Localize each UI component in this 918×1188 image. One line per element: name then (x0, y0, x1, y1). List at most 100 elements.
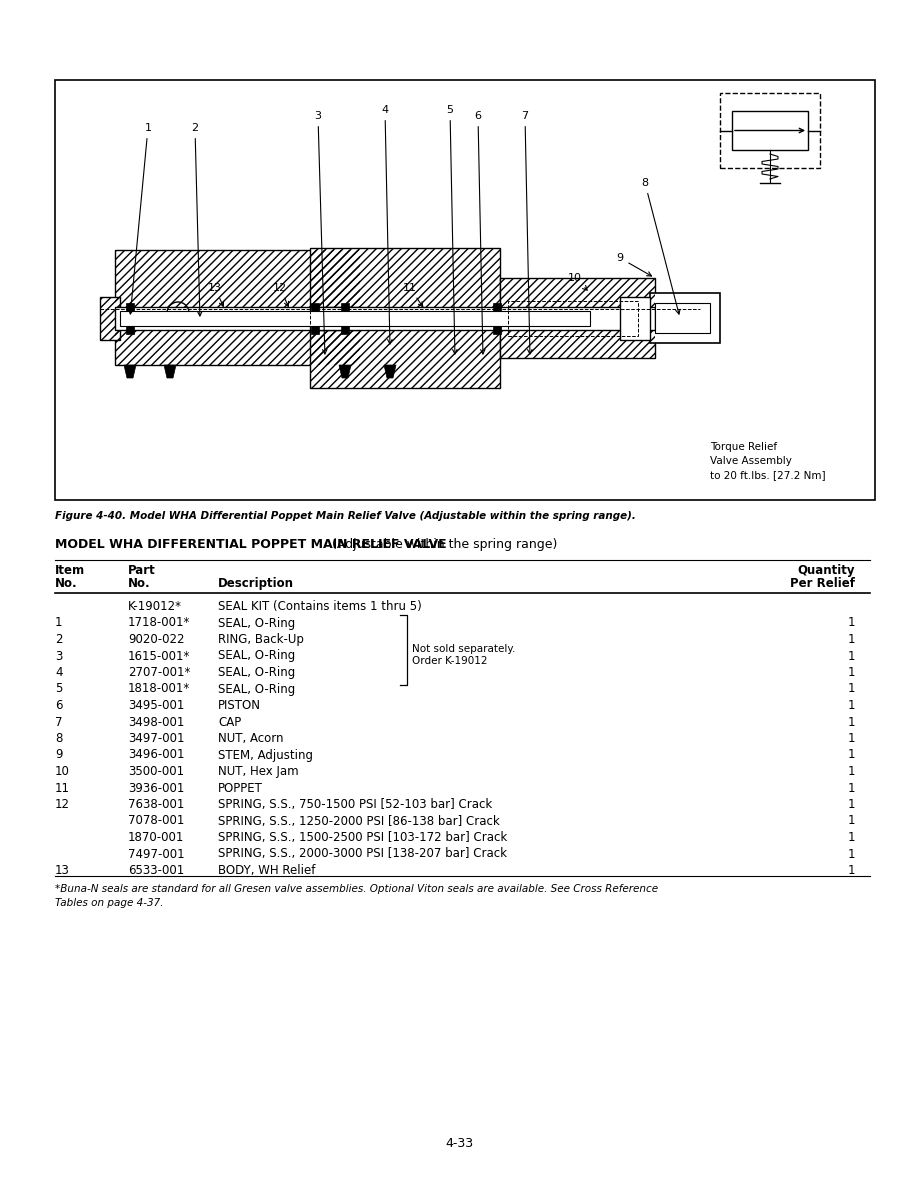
Text: SEAL KIT (Contains items 1 thru 5): SEAL KIT (Contains items 1 thru 5) (218, 600, 421, 613)
Text: 7: 7 (55, 715, 62, 728)
Bar (115, 307, 310, 330)
Bar (115, 307, 360, 330)
Text: 1: 1 (129, 124, 151, 314)
Text: 3: 3 (315, 110, 327, 354)
Bar (493, 326, 501, 334)
Text: 1615-001*: 1615-001* (128, 650, 190, 663)
Polygon shape (124, 365, 136, 378)
Text: 1: 1 (847, 682, 855, 695)
Text: 4: 4 (382, 105, 392, 345)
Text: 1: 1 (55, 617, 62, 630)
Bar (310, 248, 500, 388)
Text: Tables on page 4-37.: Tables on page 4-37. (55, 898, 163, 908)
Bar (310, 307, 500, 330)
Text: 6: 6 (475, 110, 485, 354)
Text: 7497-001: 7497-001 (128, 847, 185, 860)
Text: 12: 12 (273, 283, 288, 307)
Text: 1: 1 (847, 847, 855, 860)
Text: 1818-001*: 1818-001* (128, 682, 190, 695)
Text: 5: 5 (55, 682, 62, 695)
Bar (311, 326, 319, 334)
Bar (100, 297, 120, 340)
Text: Per Relief: Per Relief (790, 577, 855, 590)
Text: 3496-001: 3496-001 (128, 748, 185, 762)
Text: CAP: CAP (218, 715, 241, 728)
Text: 1718-001*: 1718-001* (128, 617, 190, 630)
Text: 1: 1 (847, 830, 855, 843)
Text: PISTON: PISTON (218, 699, 261, 712)
Text: SPRING, S.S., 1250-2000 PSI [86-138 bar] Crack: SPRING, S.S., 1250-2000 PSI [86-138 bar]… (218, 815, 499, 828)
Text: BODY, WH Relief: BODY, WH Relief (218, 864, 316, 877)
Text: No.: No. (128, 577, 151, 590)
Text: 8: 8 (642, 178, 680, 314)
Text: 1: 1 (847, 815, 855, 828)
Text: Not sold separately.: Not sold separately. (412, 644, 515, 653)
Text: Quantity: Quantity (798, 564, 855, 577)
Text: 3497-001: 3497-001 (128, 732, 185, 745)
Text: 10: 10 (55, 765, 70, 778)
Text: 1870-001: 1870-001 (128, 830, 185, 843)
Bar (341, 303, 349, 311)
Text: 1: 1 (847, 617, 855, 630)
Bar (100, 297, 120, 340)
Text: SEAL, O-Ring: SEAL, O-Ring (218, 617, 296, 630)
Text: RING, Back-Up: RING, Back-Up (218, 633, 304, 646)
Bar (493, 303, 501, 311)
Text: (Adjustable within the spring range): (Adjustable within the spring range) (328, 538, 557, 551)
Text: 11: 11 (55, 782, 70, 795)
Text: 6: 6 (55, 699, 62, 712)
Text: 3495-001: 3495-001 (128, 699, 185, 712)
Polygon shape (384, 365, 396, 378)
Text: 11: 11 (403, 283, 422, 307)
Text: 1: 1 (847, 765, 855, 778)
Text: 9020-022: 9020-022 (128, 633, 185, 646)
Text: 1: 1 (847, 650, 855, 663)
Bar (126, 303, 134, 311)
Text: SPRING, S.S., 750-1500 PSI [52-103 bar] Crack: SPRING, S.S., 750-1500 PSI [52-103 bar] … (218, 798, 492, 811)
Text: 3498-001: 3498-001 (128, 715, 185, 728)
Bar (120, 311, 590, 326)
Bar (620, 297, 650, 340)
Text: Order K-19012: Order K-19012 (412, 656, 487, 665)
Text: 1: 1 (847, 748, 855, 762)
Text: Part: Part (128, 564, 156, 577)
Text: 2: 2 (55, 633, 62, 646)
Bar (720, 93, 820, 168)
Text: 7078-001: 7078-001 (128, 815, 185, 828)
Text: 2: 2 (192, 124, 202, 316)
Text: SEAL, O-Ring: SEAL, O-Ring (218, 682, 296, 695)
Text: 1: 1 (847, 782, 855, 795)
Text: Torque Relief
Valve Assembly
to 20 ft.lbs. [27.2 Nm]: Torque Relief Valve Assembly to 20 ft.lb… (710, 442, 825, 480)
Text: SPRING, S.S., 1500-2500 PSI [103-172 bar] Crack: SPRING, S.S., 1500-2500 PSI [103-172 bar… (218, 830, 508, 843)
Text: Item: Item (55, 564, 85, 577)
Bar (115, 249, 360, 365)
Text: 13: 13 (208, 283, 223, 307)
Bar (311, 303, 319, 311)
Polygon shape (164, 365, 176, 378)
Text: 4: 4 (55, 666, 62, 680)
Text: No.: No. (55, 577, 78, 590)
Text: 13: 13 (55, 864, 70, 877)
Bar (310, 248, 500, 388)
Bar (655, 303, 710, 333)
Text: SEAL, O-Ring: SEAL, O-Ring (218, 650, 296, 663)
Text: 1: 1 (847, 864, 855, 877)
Text: 3: 3 (55, 650, 62, 663)
Bar (650, 293, 720, 343)
Text: 7638-001: 7638-001 (128, 798, 185, 811)
Bar (500, 278, 655, 358)
Text: 10: 10 (568, 273, 588, 290)
Text: NUT, Acorn: NUT, Acorn (218, 732, 284, 745)
Bar (500, 278, 655, 358)
Bar (115, 249, 360, 365)
Text: 2707-001*: 2707-001* (128, 666, 190, 680)
Text: 4-33: 4-33 (445, 1137, 473, 1150)
Text: 1: 1 (847, 798, 855, 811)
Text: 7: 7 (521, 110, 532, 354)
Text: 1: 1 (847, 633, 855, 646)
Text: 1: 1 (847, 715, 855, 728)
Text: Figure 4-40. Model WHA Differential Poppet Main Relief Valve (Adjustable within : Figure 4-40. Model WHA Differential Popp… (55, 511, 636, 522)
Bar (508, 301, 638, 336)
Text: 12: 12 (55, 798, 70, 811)
Text: K-19012*: K-19012* (128, 600, 182, 613)
